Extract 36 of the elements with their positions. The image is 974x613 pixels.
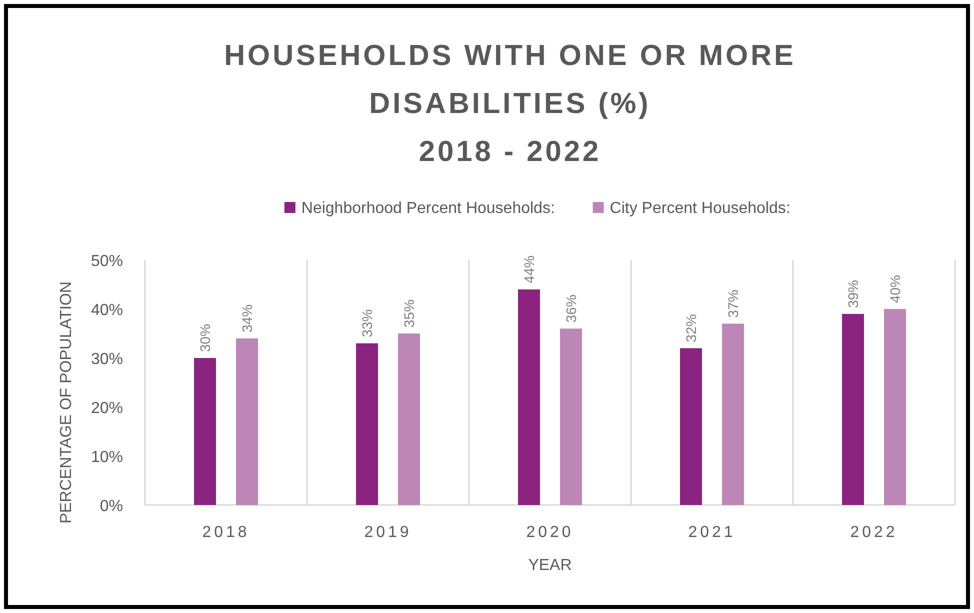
- bar: [722, 324, 744, 505]
- y-tick-label: 40%: [90, 302, 123, 319]
- data-label: 35%: [401, 299, 417, 328]
- chart-title: HOUSEHOLDS WITH ONE OR MORE DISABILITIES (%) 2018 - 2022: [224, 40, 796, 168]
- y-tick-label: 20%: [90, 400, 123, 417]
- data-label: 40%: [887, 274, 903, 303]
- bar: [194, 358, 216, 505]
- bar: [842, 314, 864, 505]
- bar: [680, 348, 702, 505]
- y-tick-label: 0%: [100, 498, 123, 515]
- x-tick-label: 2022: [850, 524, 898, 541]
- x-tick-label: 2020: [526, 524, 574, 541]
- data-label: 30%: [197, 324, 213, 352]
- bar: [884, 309, 906, 505]
- y-tick-label: 10%: [90, 449, 123, 466]
- data-label: 33%: [359, 309, 375, 338]
- data-label: 44%: [521, 255, 537, 284]
- x-tick-label: 2018: [202, 524, 250, 541]
- bar: [560, 328, 582, 505]
- y-axis-title: PERCENTAGE OF POPULATION: [58, 281, 75, 524]
- data-label: 32%: [683, 314, 699, 342]
- x-tick-label: 2019: [364, 524, 412, 541]
- x-tick-label: 2021: [688, 524, 736, 541]
- data-label: 36%: [563, 294, 579, 323]
- data-label: 37%: [725, 290, 741, 318]
- y-tick-label: 50%: [90, 253, 123, 270]
- x-axis-title: YEAR: [528, 557, 572, 574]
- bar: [356, 343, 378, 505]
- bar: [518, 289, 540, 505]
- legend-label: Neighborhood Percent Households:: [301, 200, 555, 217]
- y-tick-label: 30%: [90, 351, 123, 368]
- data-label: 39%: [845, 280, 861, 308]
- data-label: 34%: [239, 304, 255, 332]
- bar: [236, 338, 258, 505]
- bar: [398, 334, 420, 505]
- legend-label: City Percent Households:: [610, 200, 790, 217]
